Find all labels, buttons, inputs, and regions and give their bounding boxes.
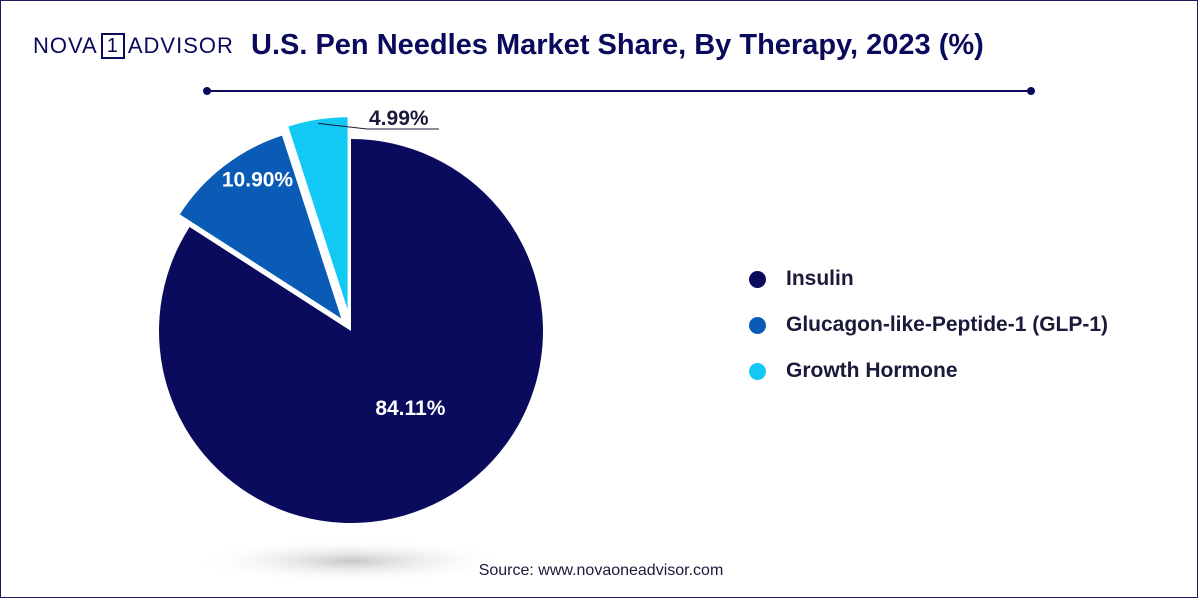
pie-slice-insulin: [159, 139, 544, 523]
source-note: Source: www.novaoneadvisor.com: [478, 562, 724, 579]
divider-right-dot: [1027, 87, 1035, 95]
logo-text-nova: NOVA: [33, 33, 98, 58]
legend-item-glucagon-like-peptide-1-glp-1: Glucagon-like-Peptide-1 (GLP-1): [749, 302, 1108, 348]
legend: Insulin Glucagon-like-Peptide-1 (GLP-1) Gr…: [749, 256, 1108, 394]
logo-text-one: 1: [100, 33, 125, 59]
legend-swatch-glucagon-like-peptide-1-glp-1: [749, 316, 766, 334]
pie-slice-glucagon-like-peptide-1-glp-1: [179, 135, 342, 319]
leader-line-growth-hormone: [318, 122, 439, 130]
brand-logo: NOVA 1 ADVISOR: [33, 31, 234, 61]
data-label-insulin: 84.11%: [375, 397, 445, 420]
legend-label-insulin: Insulin: [786, 267, 854, 290]
divider-left-dot: [203, 87, 211, 95]
pie-slice-growth-hormone: [288, 117, 348, 310]
legend-item-growth-hormone: Growth Hormone: [749, 348, 1108, 394]
legend-label-glucagon-like-peptide-1-glp-1: Glucagon-like-Peptide-1 (GLP-1): [786, 313, 1109, 336]
title-divider: [203, 87, 1035, 95]
legend-item-insulin: Insulin: [749, 256, 1108, 302]
data-label-growth-hormone: 4.99%: [369, 107, 429, 130]
legend-swatch-growth-hormone: [749, 362, 766, 380]
logo-text-advisor: ADVISOR: [127, 33, 234, 58]
pie-shadow: [191, 539, 511, 583]
legend-swatch-insulin: [749, 270, 766, 288]
data-label-glucagon-like-peptide-1-glp-1: 10.90%: [222, 168, 294, 191]
legend-label-growth-hormone: Growth Hormone: [786, 359, 958, 382]
chart-title: U.S. Pen Needles Market Share, By Therap…: [251, 29, 984, 61]
